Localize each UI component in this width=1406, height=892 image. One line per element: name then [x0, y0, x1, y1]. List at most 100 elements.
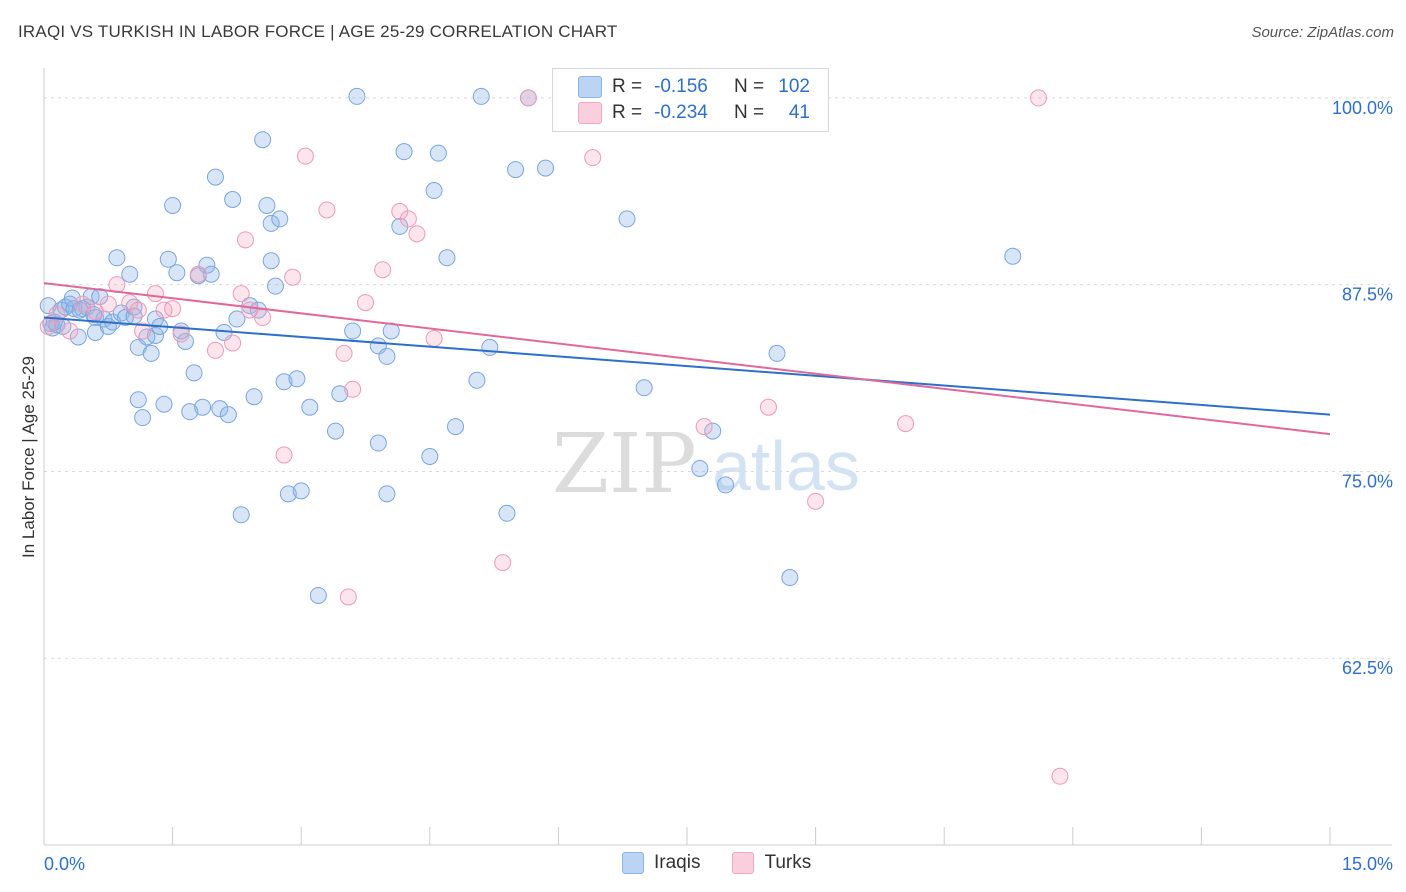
turks-point — [897, 415, 915, 433]
iraqis-point — [618, 210, 636, 228]
iraqis-point — [691, 459, 709, 477]
turks-point — [134, 322, 152, 340]
y-tick-label: 62.5% — [1342, 658, 1393, 678]
iraqis-point — [369, 434, 387, 452]
watermark-zip: ZIP — [552, 417, 697, 512]
turks-legend-swatch — [732, 852, 755, 874]
turks-point — [164, 300, 182, 318]
iraqis-point — [275, 373, 293, 391]
iraqis-point — [138, 328, 156, 346]
iraqis-n-value: 102 — [778, 76, 810, 97]
watermark-atlas: atlas — [712, 427, 860, 505]
turks-point — [61, 322, 79, 340]
turks-legend-label: Turks — [764, 852, 812, 873]
turks-point — [254, 309, 272, 327]
iraqis-point — [348, 87, 366, 105]
turks-r-value: -0.234 — [654, 102, 708, 123]
watermark: ZIP atlas — [552, 417, 860, 512]
iraqis-point — [69, 328, 87, 346]
legend-item-turks[interactable]: Turks — [732, 852, 811, 874]
legend-item-iraqis[interactable]: Iraqis — [622, 852, 700, 874]
y-tick-label: 100.0% — [1332, 98, 1393, 118]
iraqis-point — [271, 210, 289, 228]
turks-point — [121, 294, 139, 312]
iraqis-point — [438, 249, 456, 267]
iraqis-swatch — [578, 76, 602, 98]
iraqis-point — [635, 379, 653, 397]
turks-point — [146, 285, 164, 303]
turks-point — [425, 329, 443, 347]
iraqis-point — [194, 398, 212, 416]
iraqis-point — [391, 217, 409, 235]
iraqis-point — [224, 190, 242, 208]
iraqis-point — [537, 159, 555, 177]
turks-point — [519, 89, 537, 107]
iraqis-point — [266, 277, 284, 295]
iraqis-point — [211, 400, 229, 418]
turks-point — [86, 303, 104, 321]
legend-row-turks: R = -0.234 N = 41 — [578, 101, 810, 125]
turks-point — [318, 201, 336, 219]
trend-lines — [43, 282, 1331, 436]
iraqis-point — [498, 504, 516, 522]
turks-point — [129, 301, 147, 319]
turks-point — [232, 285, 250, 303]
stats-legend: R = -0.156 N = 102 R = -0.234 N = 41 — [552, 68, 829, 132]
iraqis-point — [65, 300, 83, 318]
turks-point — [399, 210, 417, 228]
iraqis-trend-line — [43, 316, 1331, 416]
turks-trend-line — [43, 282, 1331, 436]
y-tick-label: 75.0% — [1342, 471, 1393, 491]
turks-point — [759, 398, 777, 416]
iraqis-point — [468, 371, 486, 389]
iraqis-point — [472, 87, 490, 105]
turks-point — [408, 225, 426, 243]
iraqis-point — [134, 409, 152, 427]
turks-point — [275, 446, 293, 464]
turks-point — [335, 344, 353, 362]
iraqis-point — [63, 289, 81, 307]
turks-point — [494, 554, 512, 572]
iraqis-legend-label: Iraqis — [654, 852, 701, 873]
iraqis-point — [447, 418, 465, 436]
turks-point — [155, 301, 173, 319]
chart-title: IRAQI VS TURKISH IN LABOR FORCE | AGE 25… — [18, 22, 618, 41]
axes — [43, 68, 1392, 846]
iraqis-point — [301, 398, 319, 416]
turks-point — [296, 147, 314, 165]
y-axis-label: In Labor Force | Age 25-29 — [19, 356, 38, 558]
iraqis-point — [292, 482, 310, 500]
iraqis-point — [206, 168, 224, 186]
iraqis-point — [181, 403, 199, 421]
iraqis-point — [245, 388, 263, 406]
legend-row-iraqis: R = -0.156 N = 102 — [578, 75, 810, 99]
iraqis-point — [421, 448, 439, 465]
iraqis-point — [142, 344, 160, 362]
iraqis-point — [232, 506, 250, 524]
turks-point — [374, 261, 392, 279]
n-label: N = — [734, 76, 765, 97]
iraqis-point — [704, 422, 722, 440]
turks-point — [74, 295, 92, 313]
iraqis-point — [768, 344, 786, 362]
turks-point — [224, 334, 242, 352]
data-points — [39, 87, 1069, 785]
iraqis-point — [198, 256, 216, 274]
tick-labels: 62.5% 75.0% 87.5% 100.0% 0.0% 15.0% — [44, 98, 1393, 874]
series-legend: Iraqis Turks — [622, 852, 843, 874]
iraqis-r-value: -0.156 — [654, 76, 708, 97]
iraqis-point — [159, 250, 177, 268]
iraqis-point — [168, 264, 186, 282]
iraqis-point — [1004, 247, 1022, 265]
iraqis-point — [481, 338, 499, 356]
iraqis-point — [254, 131, 272, 149]
iraqis-point — [129, 391, 147, 409]
iraqis-legend-swatch — [622, 852, 644, 874]
iraqis-point — [228, 310, 246, 328]
turks-point — [48, 306, 66, 324]
r-label: R = — [612, 102, 643, 123]
iraqis-point — [279, 485, 297, 503]
turks-point — [357, 294, 374, 312]
turks-point — [339, 588, 357, 606]
n-label: N = — [734, 102, 765, 123]
